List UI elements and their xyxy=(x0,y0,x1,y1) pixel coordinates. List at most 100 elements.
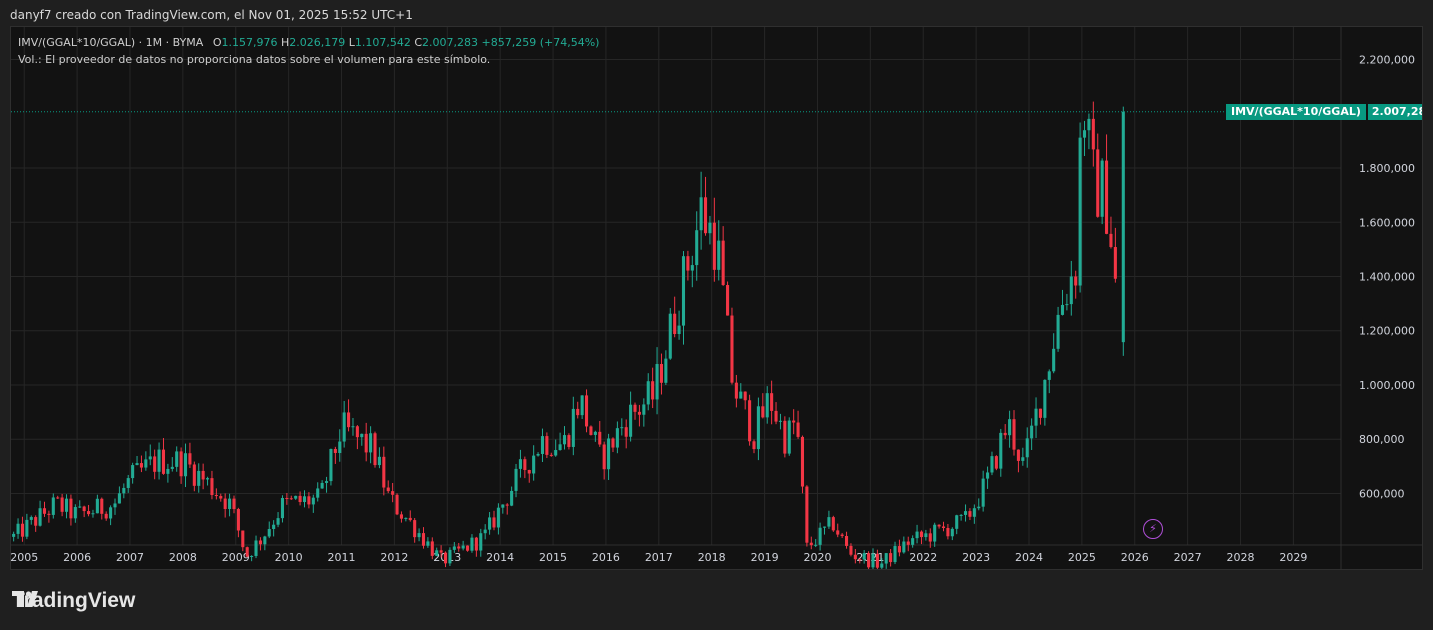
candle-body xyxy=(87,511,91,515)
candle-body xyxy=(510,490,514,506)
candle-body xyxy=(351,426,355,428)
candle-body xyxy=(135,463,139,466)
candle-body xyxy=(1091,118,1095,150)
candle-body xyxy=(47,513,51,515)
candle-body xyxy=(540,436,545,454)
lightning-icon[interactable]: ⚡ xyxy=(1143,519,1163,539)
x-tick-label: 2014 xyxy=(486,551,514,564)
symbol-label[interactable]: IMV/(GGAL*10/GGAL) · 1M · BYMA xyxy=(18,36,204,49)
candle-body xyxy=(739,391,743,399)
brand-logo[interactable]: TradingView xyxy=(12,589,135,613)
y-tick-label: 1.600,000 xyxy=(1359,216,1415,229)
candle-body xyxy=(25,519,29,537)
candle-body xyxy=(699,197,703,231)
candle-body xyxy=(404,517,408,519)
candle-body xyxy=(822,526,827,528)
candle-body xyxy=(175,451,179,467)
candle-body xyxy=(161,449,166,474)
candle-body xyxy=(267,529,271,537)
candle-body xyxy=(56,497,60,499)
candle-body xyxy=(280,497,285,519)
candle-body xyxy=(1043,379,1047,418)
y-tick-label: 1.000,000 xyxy=(1359,379,1415,392)
candlestick-chart[interactable]: 2.200,000 1.800,000 1.600,000 1.400,000 1.20… xyxy=(11,27,1423,570)
candle-body xyxy=(637,411,641,415)
close-value: 2.007,283 xyxy=(422,36,479,49)
candle-body xyxy=(448,549,452,564)
candle-body xyxy=(117,493,121,504)
candle-body xyxy=(690,265,694,271)
price-tag-symbol: IMV/(GGAL*10/GGAL) xyxy=(1226,103,1366,120)
candle-body xyxy=(320,482,324,489)
candle-body xyxy=(919,531,924,538)
candle-body xyxy=(889,553,893,563)
candle-body xyxy=(549,454,553,456)
candle-body xyxy=(589,426,593,435)
candle-body xyxy=(188,453,192,465)
candle-body xyxy=(386,487,390,492)
candle-body xyxy=(673,313,677,335)
candle-body xyxy=(131,465,135,479)
candle-body xyxy=(82,506,86,512)
candle-body xyxy=(417,533,421,538)
candle-body xyxy=(924,533,928,538)
candle-body xyxy=(598,431,602,445)
low-value: 1.107,542 xyxy=(354,36,411,49)
candle-body xyxy=(770,393,774,411)
candle-body xyxy=(809,542,813,546)
candle-body xyxy=(946,528,950,537)
x-tick-label: 2006 xyxy=(63,551,91,564)
candle-body xyxy=(276,518,280,525)
candle-body xyxy=(527,469,531,474)
candle-body xyxy=(1025,438,1029,458)
candle-body xyxy=(972,508,976,517)
candle-body xyxy=(787,420,791,454)
open-label: O xyxy=(212,36,222,49)
candle-body xyxy=(1016,449,1020,461)
x-tick-label: 2027 xyxy=(1174,551,1202,564)
candle-body xyxy=(1003,432,1007,436)
candle-body xyxy=(827,517,831,527)
candle-body xyxy=(1087,118,1091,131)
candle-body xyxy=(413,520,417,538)
chart-area[interactable]: 2.200,000 1.800,000 1.600,000 1.400,000 1.20… xyxy=(10,26,1423,570)
candle-body xyxy=(492,517,496,528)
tradingview-logo-icon xyxy=(12,591,38,607)
candle-body xyxy=(562,435,567,445)
candle-body xyxy=(461,545,465,549)
y-tick-label: 800,000 xyxy=(1359,433,1405,446)
candle-body xyxy=(514,468,518,491)
candle-body xyxy=(457,546,461,549)
candle-body xyxy=(316,488,320,498)
candle-body xyxy=(69,498,73,519)
candle-body xyxy=(355,426,359,438)
candle-body xyxy=(730,315,734,383)
candle-body xyxy=(166,468,170,474)
candle-body xyxy=(421,533,426,546)
candle-body xyxy=(496,507,500,528)
candle-body xyxy=(668,313,672,359)
candle-body xyxy=(329,448,333,482)
x-tick-label: 2026 xyxy=(1121,551,1149,564)
candle-body xyxy=(681,256,686,326)
candle-body xyxy=(126,478,130,488)
candle-body xyxy=(60,497,64,512)
candle-body xyxy=(743,391,747,401)
candle-body xyxy=(104,513,108,519)
candle-body xyxy=(523,459,527,470)
candle-body xyxy=(536,453,540,456)
candle-body xyxy=(382,456,386,488)
candle-body xyxy=(545,436,549,455)
candle-body xyxy=(580,395,584,416)
candle-body xyxy=(602,444,606,470)
candle-body xyxy=(1078,137,1082,286)
x-tick-label: 2015 xyxy=(539,551,567,564)
candle-body xyxy=(78,506,82,508)
candle-body xyxy=(1021,457,1025,461)
candle-body xyxy=(836,530,840,535)
candle-body xyxy=(474,537,478,551)
open-value: 1.157,976 xyxy=(221,36,278,49)
candle-body xyxy=(607,438,611,470)
candle-body xyxy=(959,514,963,516)
candle-body xyxy=(435,550,439,556)
